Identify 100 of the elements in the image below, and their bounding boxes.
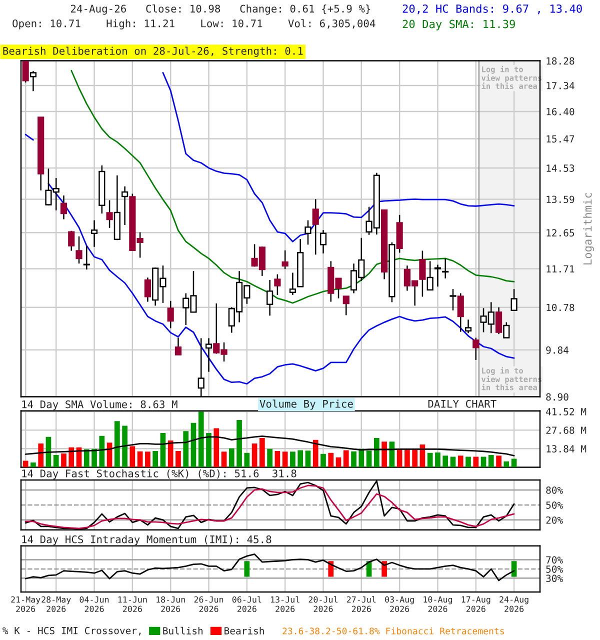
bar bbox=[358, 448, 364, 468]
candlestick bbox=[426, 260, 434, 291]
y-tick-label: 10.78 bbox=[546, 304, 574, 312]
y-tick-label: 20% bbox=[546, 516, 563, 524]
bar bbox=[206, 433, 212, 468]
bar bbox=[282, 452, 288, 468]
bar bbox=[244, 452, 250, 468]
bar bbox=[435, 452, 440, 468]
line-series bbox=[24, 554, 515, 582]
bar bbox=[190, 422, 196, 468]
bar bbox=[290, 452, 296, 468]
candlestick bbox=[174, 337, 182, 356]
x-tick-label: 13-Jul 2026 bbox=[271, 596, 300, 612]
chart-title: 14 Day Fast Stochastic (%K) (%D): 51.6 31.8 bbox=[22, 469, 296, 480]
candlestick bbox=[60, 194, 68, 220]
bar bbox=[298, 450, 304, 468]
x-tick-label: 28-May 2026 bbox=[42, 596, 71, 612]
bar bbox=[305, 450, 311, 468]
bar bbox=[480, 456, 486, 468]
bar bbox=[458, 456, 464, 468]
bar bbox=[61, 454, 66, 468]
text: Volume By Price bbox=[260, 400, 353, 410]
bar bbox=[22, 460, 28, 468]
y-tick-label: 14.53 bbox=[546, 164, 574, 172]
bar bbox=[130, 446, 136, 468]
candlestick bbox=[434, 264, 442, 288]
bar bbox=[198, 412, 204, 468]
y-tick-label: 13.59 bbox=[546, 196, 574, 204]
legend-label: Bullish bbox=[163, 626, 202, 634]
bar bbox=[228, 448, 234, 468]
x-tick-label: 21-May 2026 bbox=[11, 596, 40, 612]
candlestick bbox=[282, 250, 288, 270]
bar bbox=[267, 448, 272, 468]
chart-title: 14 Day SMA Volume: 8.63 M bbox=[22, 400, 178, 410]
candlestick bbox=[266, 279, 274, 316]
x-tick-label: 27-Jul 2026 bbox=[346, 596, 376, 612]
candlestick bbox=[90, 220, 98, 248]
y-tick-label: 16.40 bbox=[546, 108, 574, 116]
y-tick-label: 13.84 M bbox=[546, 445, 586, 452]
candlestick bbox=[472, 337, 480, 361]
text: DAILY CHART bbox=[428, 400, 496, 408]
chart-title: 14 Day HCS Intraday Momentum (IMI): 45.8 bbox=[22, 535, 272, 546]
bar bbox=[496, 456, 502, 468]
candlestick bbox=[30, 70, 37, 92]
bar bbox=[427, 452, 433, 468]
bar bbox=[30, 462, 36, 468]
bar bbox=[412, 448, 418, 468]
y-tick-label: 18.28 bbox=[546, 57, 574, 65]
y-tick-label: 11.71 bbox=[546, 265, 574, 272]
bar bbox=[168, 440, 174, 468]
candlestick bbox=[304, 220, 312, 246]
bar bbox=[137, 451, 143, 468]
bar bbox=[221, 452, 227, 468]
bar bbox=[473, 456, 479, 468]
x-tick-label: 03-Aug 2026 bbox=[385, 596, 414, 612]
bar bbox=[312, 440, 318, 468]
bar bbox=[38, 443, 44, 468]
bar bbox=[404, 448, 410, 468]
bar bbox=[442, 456, 448, 468]
bar bbox=[183, 431, 189, 468]
bar bbox=[84, 449, 90, 468]
y-tick-label: 70% bbox=[546, 556, 563, 564]
text: 23.6-38.2-50-61.8% Fibonacci Retracements bbox=[282, 627, 504, 634]
bar bbox=[176, 450, 181, 468]
bar bbox=[328, 452, 334, 468]
candlestick bbox=[342, 296, 350, 316]
legend-label: Bearish bbox=[224, 626, 264, 634]
bar bbox=[99, 436, 105, 468]
y-tick-label: 12.65 bbox=[546, 229, 574, 237]
bar bbox=[343, 450, 349, 468]
x-tick-label: 18-Jun 2026 bbox=[156, 596, 185, 612]
candlestick bbox=[205, 338, 212, 372]
candlestick bbox=[274, 274, 281, 296]
bar bbox=[488, 454, 494, 468]
candlestick bbox=[83, 245, 90, 270]
text: Open: 10.71 High: 11.21 Low: 10.71 Vol: 6,305,004 bbox=[12, 19, 376, 30]
candlestick bbox=[167, 300, 174, 329]
bar bbox=[92, 448, 97, 468]
bar bbox=[68, 447, 74, 468]
x-tick-label: 24-Aug 2026 bbox=[500, 596, 528, 612]
bar bbox=[114, 421, 120, 468]
y-tick-label: 30% bbox=[546, 574, 563, 582]
bar bbox=[274, 450, 280, 468]
y-tick-label: 15.47 bbox=[546, 135, 574, 143]
bar bbox=[366, 450, 372, 468]
bar bbox=[351, 451, 356, 468]
bar bbox=[336, 457, 342, 468]
candlestick bbox=[68, 230, 75, 252]
legend-title: % K - HCS IMI Crossover, bbox=[2, 626, 141, 636]
x-tick-label: 10-Aug 2026 bbox=[424, 596, 452, 612]
y-tick-label: 9.84 bbox=[546, 346, 569, 354]
candlestick bbox=[289, 272, 296, 296]
x-tick-label: 11-Jun 2026 bbox=[118, 596, 147, 612]
candlestick bbox=[442, 258, 449, 279]
candlestick bbox=[122, 186, 128, 226]
y-tick-label: 50% bbox=[546, 501, 563, 509]
candlestick bbox=[450, 288, 456, 312]
text: 24-Aug-26 Close: 10.98 Change: 0.61 {+5.9 %} bbox=[70, 4, 370, 15]
bar bbox=[252, 443, 258, 468]
y-tick-label: 80% bbox=[546, 486, 563, 494]
